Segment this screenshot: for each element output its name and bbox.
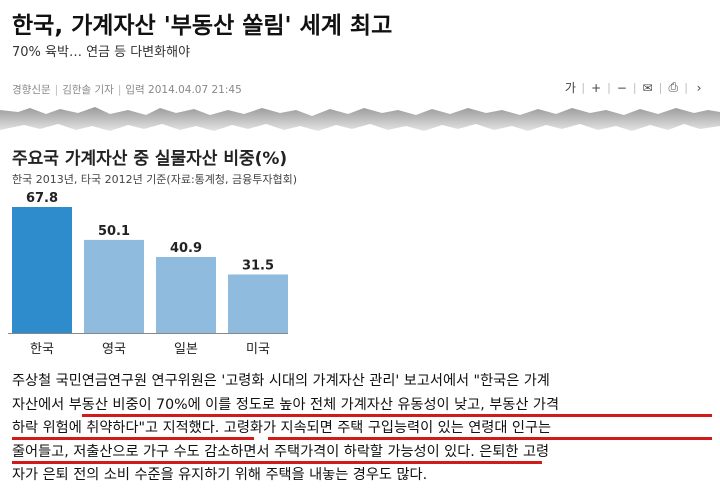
body-line: 자산에서 부동산 비중이 70%에 이를 정도로 높아 전체 가계자산 유동성이…: [12, 394, 712, 418]
article-body: 주상철 국민연금연구원 연구위원은 '고령화 시대의 가계자산 관리' 보고서에…: [12, 370, 712, 488]
enlarge-text-icon[interactable]: +: [591, 80, 602, 95]
toolbar-divider: |: [607, 81, 611, 94]
highlight-underline: [12, 437, 254, 440]
bar-value-label: 67.8: [26, 191, 58, 206]
torn-paper-edge: [0, 107, 720, 142]
body-line-text: 자산에서 부동산 비중이 70%에 이를 정도로 높아 전체 가계자산 유동성이…: [12, 396, 560, 413]
body-line: 하락 위험에 취약하다"고 지적했다. 고령화가 지속되면 주택 구입능력이 있…: [12, 417, 712, 441]
toolbar-divider: |: [684, 81, 688, 94]
bar-1: [84, 239, 144, 333]
bar-value-label: 40.9: [170, 241, 202, 256]
category-label: 한국: [30, 342, 54, 357]
published-label: 입력: [125, 84, 145, 96]
print-icon[interactable]: ⎙: [668, 80, 679, 94]
chart-title: 주요국 가계자산 중 실물자산 비중(%): [12, 149, 288, 169]
reporter-name[interactable]: 김한솔 기자: [62, 84, 114, 96]
bar-0: [12, 207, 72, 333]
published-time: 2014.04.07 21:45: [148, 84, 242, 96]
toolbar-divider: |: [658, 81, 663, 94]
category-label: 일본: [174, 342, 198, 357]
category-label: 영국: [102, 342, 126, 357]
bar-chart: 67.8 한국 50.1 영국 40.9 일본 31.5 미국: [8, 191, 288, 357]
chart-subtitle: 한국 2013년, 타국 2012년 기준(자료:통계청, 금융투자협회): [12, 173, 298, 186]
body-line-text: 하락 위험에 취약하다"고 지적했다. 고령화가 지속되면 주택 구입능력이 있…: [12, 420, 552, 436]
body-line: 주상철 국민연금연구원 연구위원은 '고령화 시대의 가계자산 관리' 보고서에…: [12, 373, 550, 389]
body-line-text: 줄어들고, 저출산으로 가구 수도 감소하면서 주택가격이 하락할 가능성이 있…: [12, 443, 550, 460]
toolbar-divider: |: [632, 81, 637, 94]
highlight-underline: [268, 437, 712, 440]
news-source[interactable]: 경향신문: [12, 84, 51, 96]
bar-value-label: 50.1: [98, 224, 130, 239]
highlight-underline: [12, 460, 542, 464]
article-headline: 한국, 가계자산 '부동산 쏠림' 세계 최고: [12, 13, 393, 39]
body-line: 줄어들고, 저출산으로 가구 수도 감소하면서 주택가격이 하락할 가능성이 있…: [12, 441, 712, 465]
toolbar-divider: |: [581, 81, 586, 94]
bar-2: [156, 256, 216, 333]
article-subheadline: 70% 육박… 연금 등 다변화해야: [12, 45, 191, 60]
more-icon[interactable]: ›: [696, 80, 702, 95]
highlight-underline: [82, 413, 712, 417]
byline-divider: |: [117, 84, 122, 96]
font-size-button[interactable]: 가: [564, 81, 576, 95]
category-label: 미국: [246, 342, 270, 357]
email-icon[interactable]: ✉: [642, 80, 653, 95]
bar-3: [228, 274, 288, 333]
shrink-text-icon[interactable]: −: [616, 80, 627, 95]
article-toolbar: 가 | + | − | ✉ | ⎙ | ›: [559, 79, 710, 96]
byline: 경향신문 | 김한솔 기자 | 입력 2014.04.07 21:45: [12, 82, 242, 97]
byline-divider: |: [54, 84, 59, 96]
body-line: 자가 은퇴 전의 소비 수준을 유지하기 위해 주택을 내놓는 경우도 많다.: [12, 467, 428, 483]
bar-value-label: 31.5: [242, 258, 274, 273]
